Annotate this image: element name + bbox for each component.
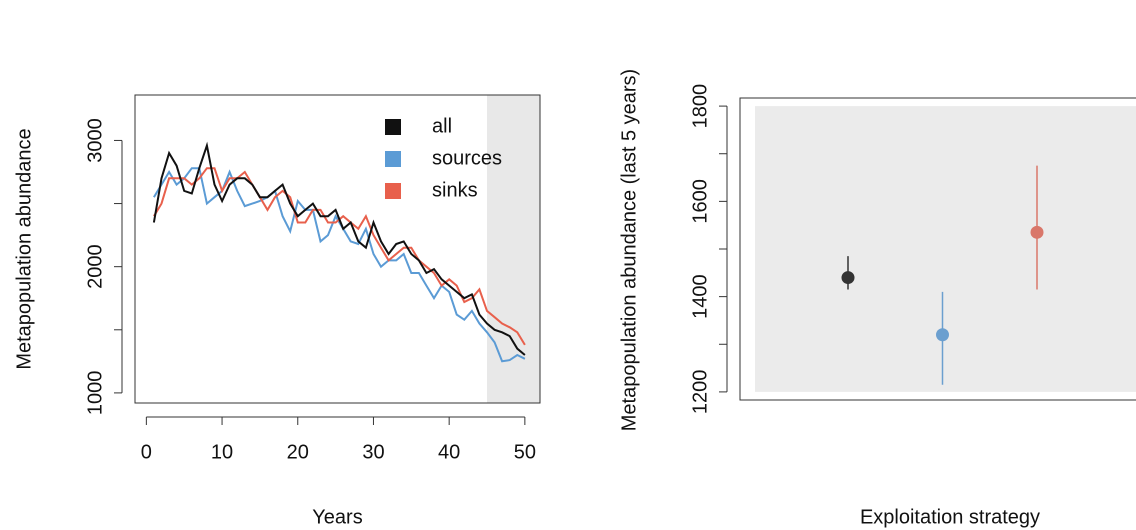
- shaded-region: [755, 106, 1136, 392]
- series-line: [152, 141, 526, 356]
- legend-swatch: [385, 183, 401, 199]
- x-tick-label: 30: [362, 441, 384, 463]
- plot-frame: [739, 97, 1136, 401]
- legend-swatch: [385, 119, 401, 135]
- y-tick-label: 3000: [84, 118, 106, 163]
- legend-label: sinks: [432, 179, 478, 201]
- point: [841, 271, 855, 285]
- y-axis-label: Metapopulation abundance (last 5 years): [618, 69, 640, 431]
- x-tick-label: 0: [141, 441, 152, 463]
- y-tick-label: 2000: [84, 244, 106, 289]
- x-tick-label: 50: [514, 441, 536, 463]
- y-tick-label: 1000: [84, 371, 106, 416]
- legend-swatch: [385, 151, 401, 167]
- point: [1030, 225, 1044, 239]
- y-axis-label: Metapopulation abundance: [13, 128, 35, 369]
- x-axis-label: Years: [312, 506, 362, 528]
- legend-label: all: [432, 115, 452, 137]
- y-tick-label: 1800: [689, 84, 711, 129]
- point: [936, 328, 949, 342]
- x-tick-label: 20: [287, 441, 309, 463]
- legend-label: sources: [432, 147, 502, 169]
- plot-frame: [134, 94, 541, 404]
- y-tick-label: 1600: [689, 179, 711, 224]
- x-tick-label: 10: [211, 441, 233, 463]
- shaded-region: [487, 95, 540, 403]
- y-tick-label: 1400: [689, 274, 711, 319]
- x-axis-label: Exploitation strategy: [860, 506, 1040, 528]
- y-tick-label: 1200: [689, 370, 711, 415]
- x-tick-label: 40: [438, 441, 460, 463]
- series-line: [153, 167, 526, 363]
